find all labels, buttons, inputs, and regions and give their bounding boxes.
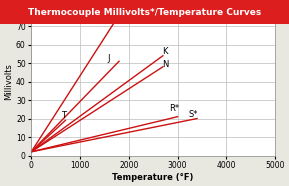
Text: R*: R* [169,104,179,113]
Text: E: E [120,8,125,17]
Text: T: T [62,111,66,120]
Text: S*: S* [188,110,198,118]
Y-axis label: Millivolts: Millivolts [4,63,13,100]
Text: J: J [107,54,110,63]
Text: Thermocouple Millivolts*/Temperature Curves: Thermocouple Millivolts*/Temperature Cur… [28,8,261,17]
X-axis label: Temperature (°F): Temperature (°F) [112,173,194,182]
Text: K: K [162,47,167,56]
Text: N: N [162,60,168,69]
